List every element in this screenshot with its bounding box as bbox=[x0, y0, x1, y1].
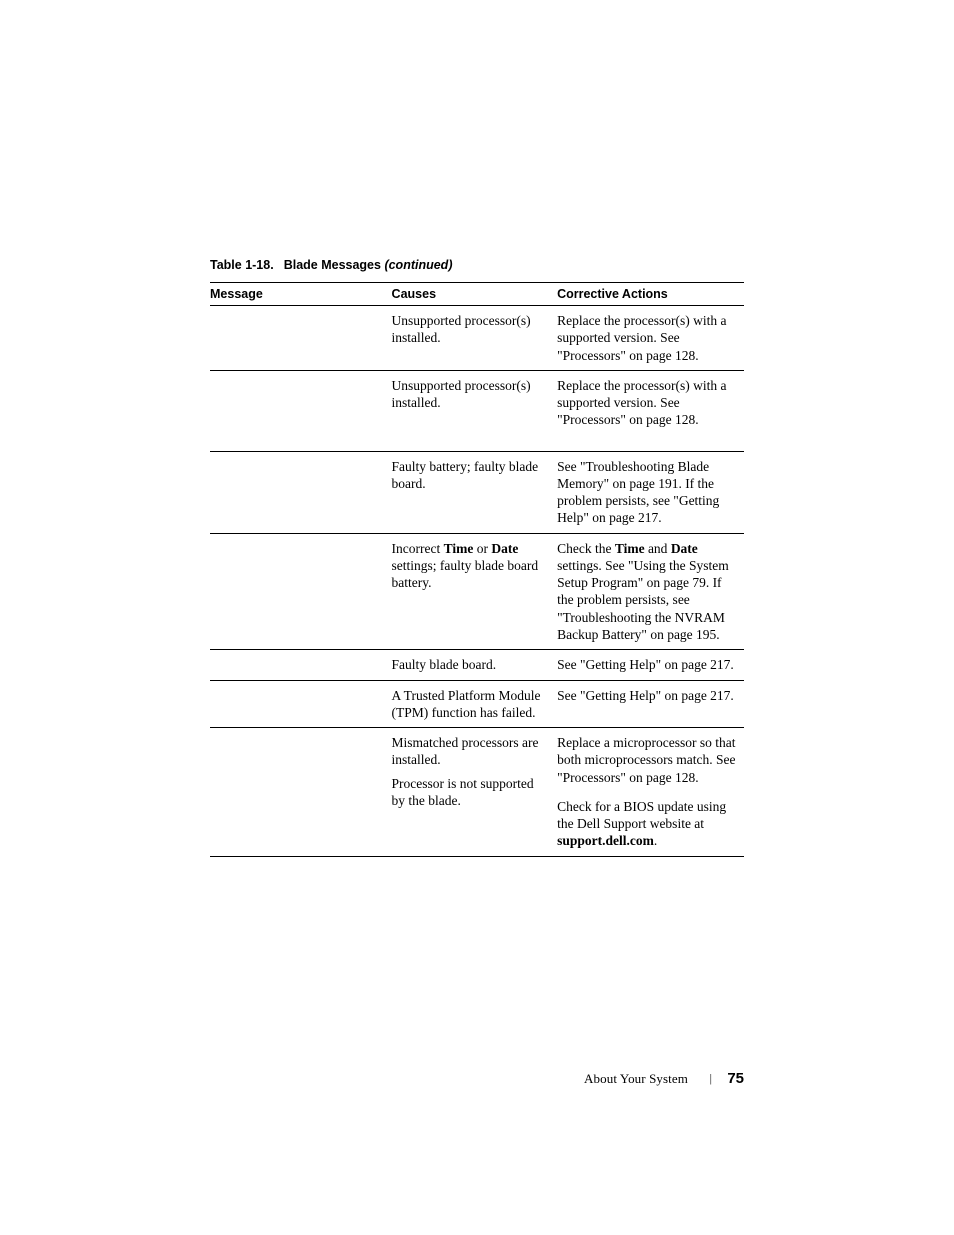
cell-message bbox=[210, 650, 392, 680]
table-row: A Trusted Platform Module (TPM) function… bbox=[210, 680, 744, 728]
footer-page-number: 75 bbox=[727, 1070, 744, 1087]
blade-messages-table: Message Causes Corrective Actions Unsupp… bbox=[210, 282, 744, 857]
cell-message bbox=[210, 680, 392, 728]
cell-action: Check for a BIOS update using the Dell S… bbox=[557, 792, 744, 856]
cell-action: Replace the processor(s) with a supporte… bbox=[557, 306, 744, 371]
footer-divider: | bbox=[691, 1073, 724, 1085]
table-row: Incorrect Time or Date settings; faulty … bbox=[210, 533, 744, 650]
cell-action: Replace a microprocessor so that both mi… bbox=[557, 728, 744, 792]
table-row: Faulty blade board. See "Getting Help" o… bbox=[210, 650, 744, 680]
table-caption: Table 1-18.Blade Messages (continued) bbox=[210, 258, 744, 272]
cell-action: See "Getting Help" on page 217. bbox=[557, 680, 744, 728]
cell-cause-line: Mismatched processors are installed. bbox=[392, 734, 550, 769]
page-footer: About Your System | 75 bbox=[584, 1070, 744, 1087]
cell-action: See "Getting Help" on page 217. bbox=[557, 650, 744, 680]
col-header-message: Message bbox=[210, 283, 392, 306]
cell-action: Check the Time and Date settings. See "U… bbox=[557, 533, 744, 650]
cell-message bbox=[210, 306, 392, 371]
cell-message bbox=[210, 728, 392, 857]
cell-cause: A Trusted Platform Module (TPM) function… bbox=[392, 680, 558, 728]
table-title: Blade Messages bbox=[284, 258, 385, 272]
cell-cause: Mismatched processors are installed. Pro… bbox=[392, 728, 558, 857]
table-row-spacer bbox=[210, 435, 744, 452]
cell-cause: Faulty blade board. bbox=[392, 650, 558, 680]
col-header-actions: Corrective Actions bbox=[557, 283, 744, 306]
cell-message bbox=[210, 451, 392, 533]
cell-cause: Faulty battery; faulty blade board. bbox=[392, 451, 558, 533]
table-row: Faulty battery; faulty blade board. See … bbox=[210, 451, 744, 533]
table-header-row: Message Causes Corrective Actions bbox=[210, 283, 744, 306]
cell-cause: Unsupported processor(s) installed. bbox=[392, 370, 558, 434]
table-title-continued: (continued) bbox=[384, 258, 452, 272]
table-row: Mismatched processors are installed. Pro… bbox=[210, 728, 744, 792]
cell-cause: Unsupported processor(s) installed. bbox=[392, 306, 558, 371]
cell-action: Replace the processor(s) with a supporte… bbox=[557, 370, 744, 434]
cell-action: See "Troubleshooting Blade Memory" on pa… bbox=[557, 451, 744, 533]
footer-section-title: About Your System bbox=[584, 1071, 688, 1086]
col-header-causes: Causes bbox=[392, 283, 558, 306]
table-row: Unsupported processor(s) installed. Repl… bbox=[210, 370, 744, 434]
cell-cause: Incorrect Time or Date settings; faulty … bbox=[392, 533, 558, 650]
document-page: Table 1-18.Blade Messages (continued) Me… bbox=[0, 0, 954, 1235]
cell-message bbox=[210, 370, 392, 434]
cell-message bbox=[210, 533, 392, 650]
table-number: Table 1-18. bbox=[210, 258, 284, 272]
table-row: Unsupported processor(s) installed. Repl… bbox=[210, 306, 744, 371]
cell-cause-line: Processor is not supported by the blade. bbox=[392, 775, 550, 810]
